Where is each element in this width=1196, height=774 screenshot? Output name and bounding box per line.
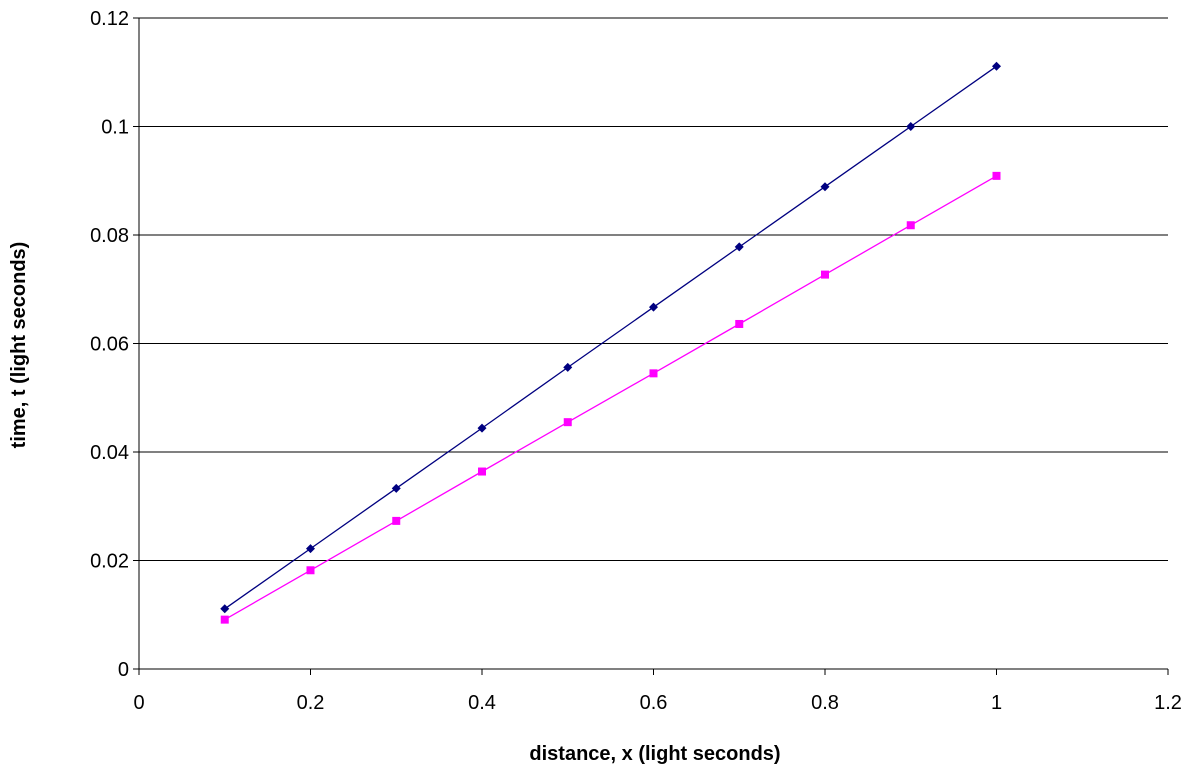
y-tick-label: 0.04	[90, 442, 129, 464]
data-point	[992, 171, 1001, 180]
x-tick-label: 1	[991, 692, 1002, 714]
data-point	[735, 319, 744, 328]
y-tick-label: 0.06	[90, 334, 129, 356]
data-point	[649, 302, 658, 312]
y-tick-label: 0.08	[90, 225, 129, 247]
data-point	[820, 182, 830, 192]
data-point	[477, 423, 487, 433]
data-point	[220, 604, 230, 614]
data-point	[478, 467, 486, 476]
data-point	[734, 242, 744, 252]
series-line	[224, 65, 997, 610]
x-tick-label: 0.4	[468, 692, 496, 714]
data-point	[906, 221, 915, 230]
y-tick-label: 0.12	[90, 8, 129, 30]
tick-labels: 0 0.02 0.04 0.06 0.08 0.1 0.12 0 0.2 0.4 0.6 0.8 1 1.…	[90, 8, 1182, 714]
data-point	[563, 418, 572, 427]
data-point	[992, 61, 1001, 71]
y-tick-label: 0.02	[90, 551, 129, 573]
data-point	[821, 270, 829, 279]
y-axis-title: time, t (light seconds)	[8, 242, 30, 449]
data-point	[220, 615, 229, 624]
series-line	[224, 175, 997, 621]
data-point	[649, 369, 658, 378]
data-point	[306, 566, 315, 575]
x-tick-label: 0.6	[640, 692, 668, 714]
gridlines	[139, 17, 1168, 561]
series-layer	[220, 61, 1001, 624]
data-point	[391, 483, 401, 493]
x-tick-label: 0.8	[811, 692, 839, 714]
y-tick-label: 0	[118, 659, 129, 681]
series-2	[220, 171, 1001, 624]
x-tick-label: 1.2	[1154, 692, 1182, 714]
data-point	[392, 516, 401, 525]
axes	[133, 17, 1169, 675]
y-tick-label: 0.1	[101, 117, 129, 139]
x-tick-label: 0	[133, 692, 144, 714]
data-point	[306, 544, 315, 554]
data-point	[563, 362, 573, 372]
data-point	[906, 122, 916, 131]
x-axis-title: distance, x (light seconds)	[529, 743, 780, 765]
series-1	[220, 61, 1001, 614]
x-tick-label: 0.2	[297, 692, 325, 714]
